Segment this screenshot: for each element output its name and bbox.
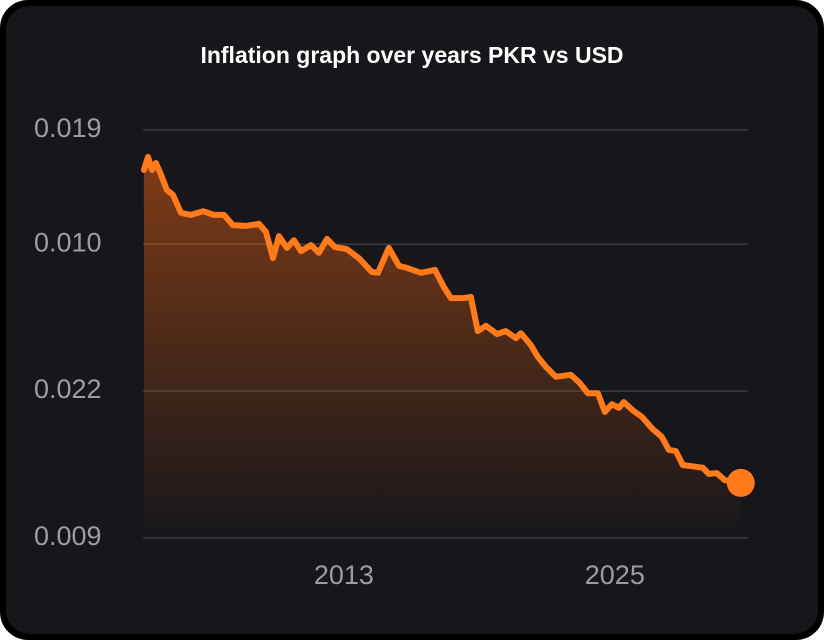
y-tick-label: 0.022 (34, 374, 102, 404)
end-marker (726, 468, 755, 497)
y-tick-label: 0.010 (34, 227, 102, 257)
line-area (143, 156, 741, 538)
x-tick-label: 2025 (585, 560, 645, 590)
chart-title: Inflation graph over years PKR vs USD (200, 42, 623, 68)
x-tick-label: 2013 (314, 560, 374, 590)
y-tick-label: 0.009 (34, 521, 102, 551)
line-series (140, 153, 744, 486)
y-tick-label: 0.019 (34, 113, 102, 143)
